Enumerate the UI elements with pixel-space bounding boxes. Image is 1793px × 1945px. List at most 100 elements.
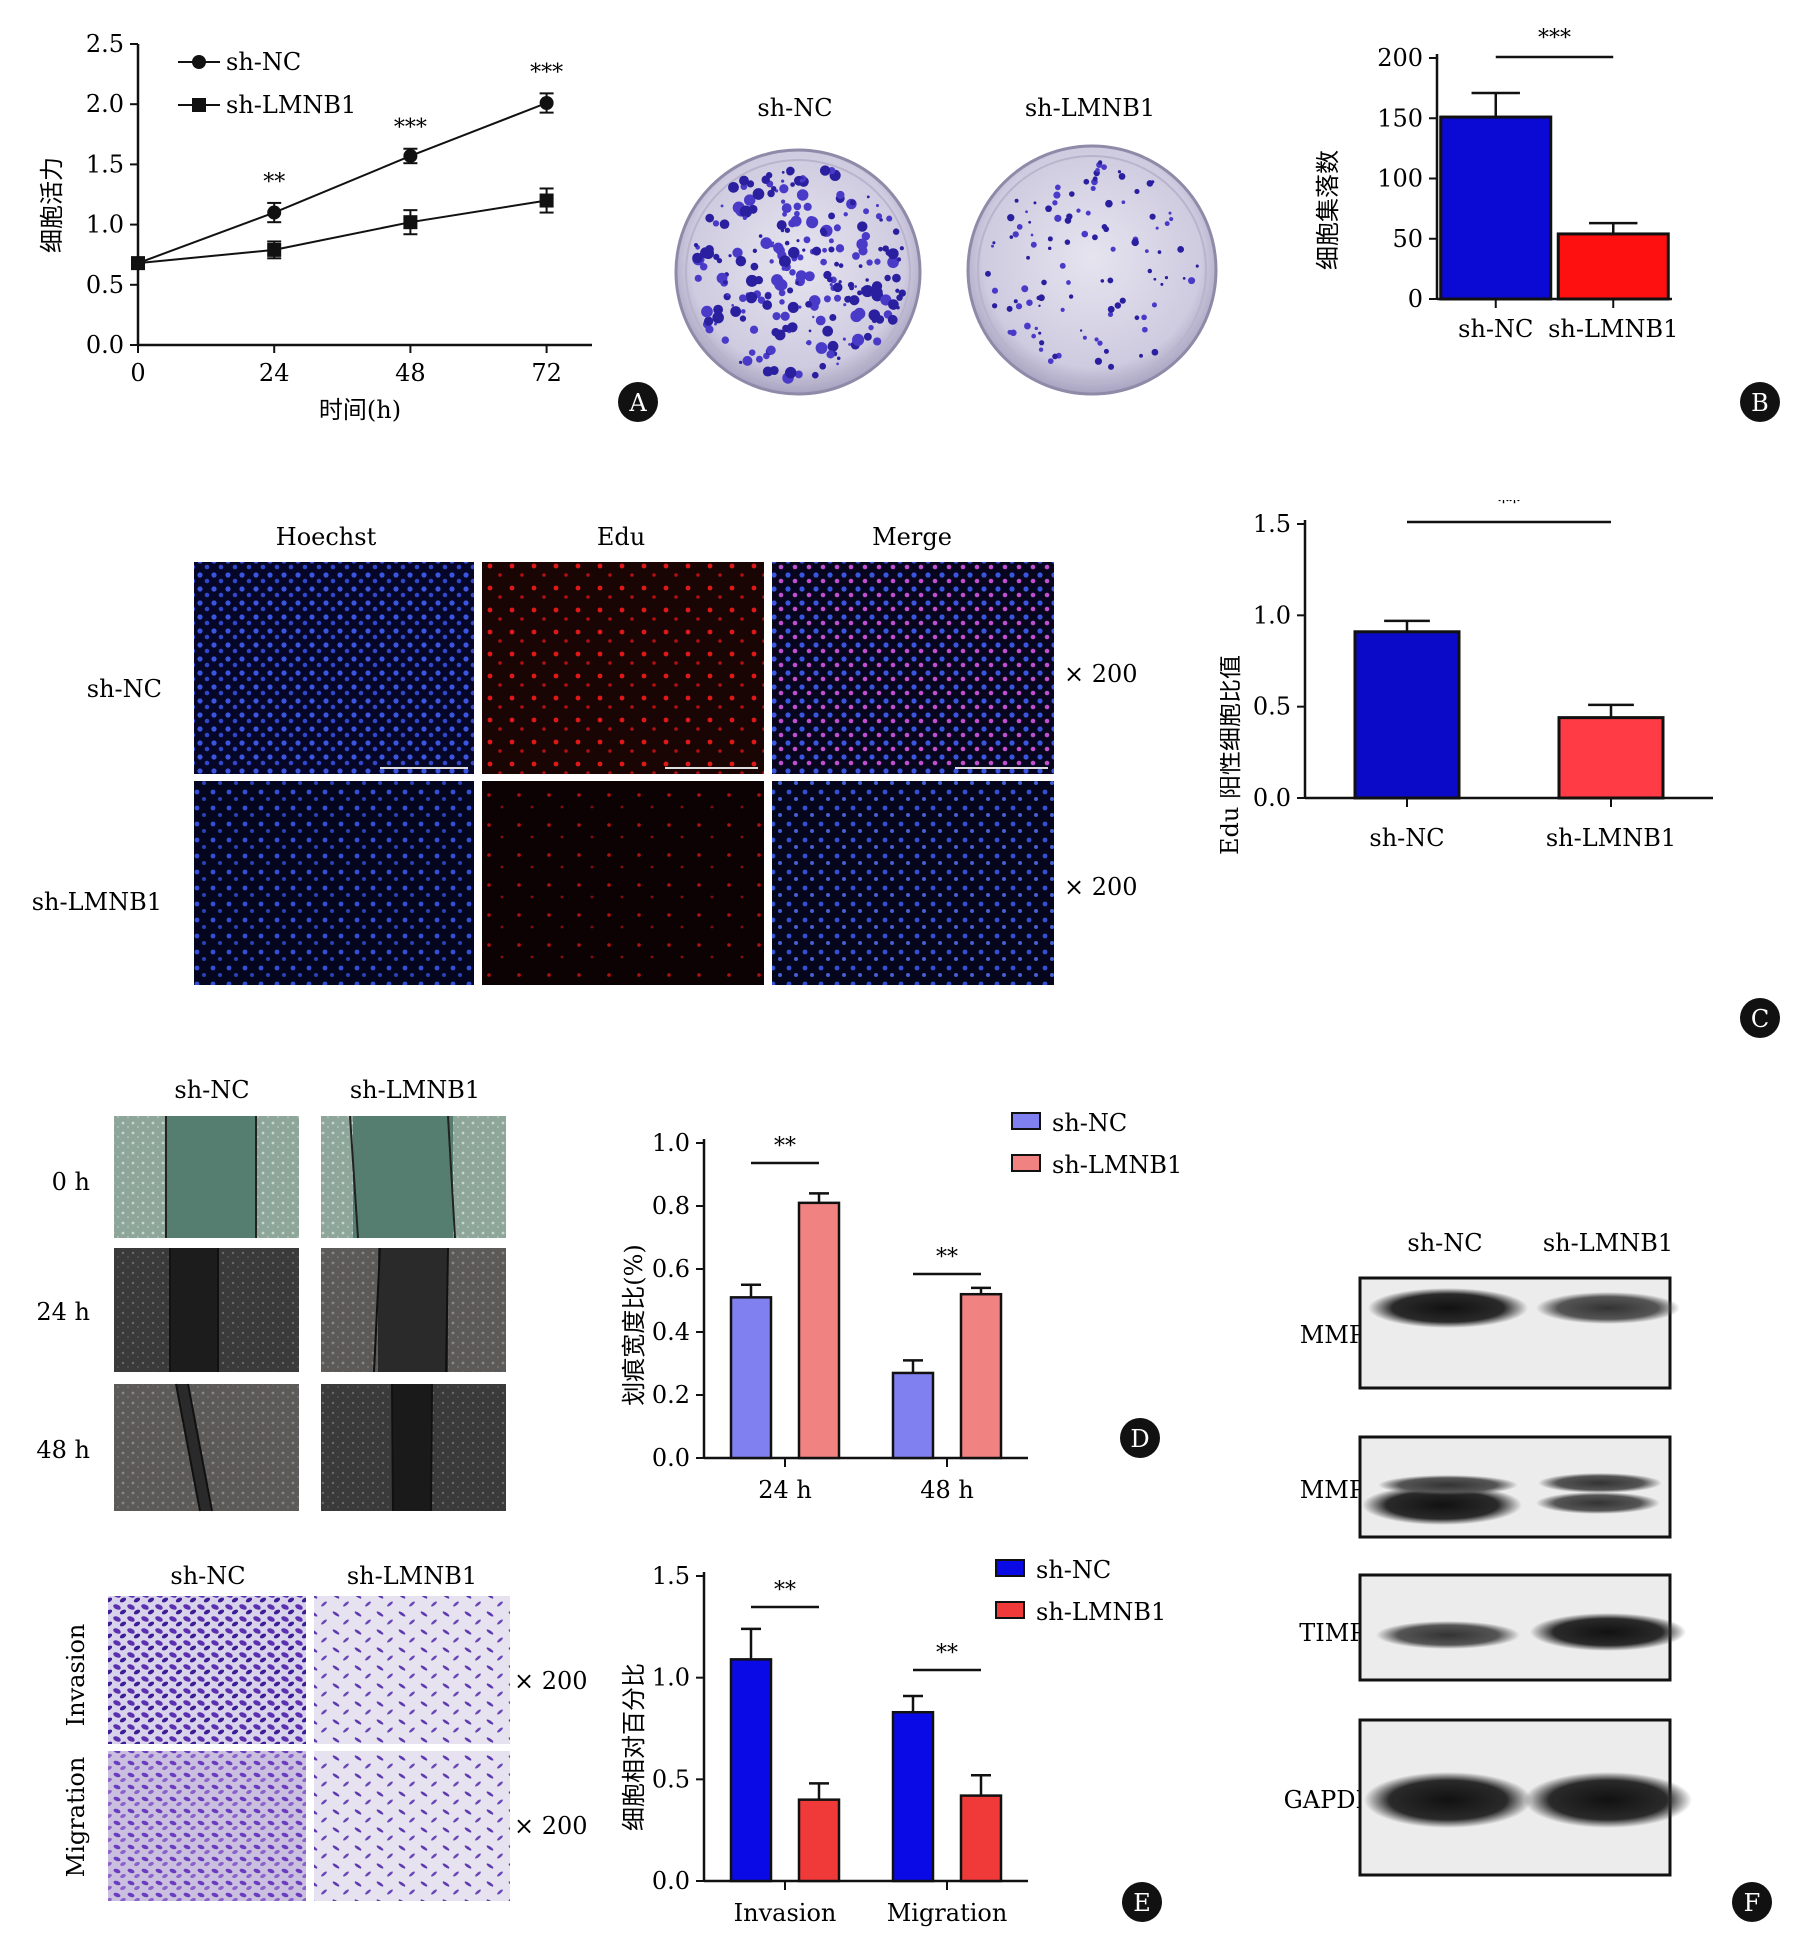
colony-dot <box>863 208 870 215</box>
panel-a-ticks: 0.0 0.5 1.0 1.5 2.0 2.5 0 24 48 72 <box>86 30 562 387</box>
colony-dot <box>1085 210 1091 216</box>
colony-dot <box>1006 305 1013 312</box>
panel-c-ytick-label: 0.0 <box>1253 784 1291 812</box>
colony-dot <box>1101 164 1107 170</box>
panel-d-significance: ** <box>774 1134 796 1159</box>
colony-dot <box>1094 357 1103 365</box>
colony-dot <box>1047 236 1053 242</box>
colony-dot <box>1110 246 1116 252</box>
transwell-col-sh-nc: sh-NC <box>170 1562 245 1590</box>
colony-dot <box>728 181 739 193</box>
edu-image-sh-lmnb1-edu <box>482 781 764 985</box>
colony-dot <box>748 349 756 356</box>
wound-image-sh-nc-0h <box>114 1116 299 1238</box>
panel-e-significance: ** <box>936 1641 958 1666</box>
colony-dot <box>742 215 747 220</box>
panel-e-xtick-label: Invasion <box>734 1899 837 1927</box>
colony-dot <box>822 247 828 253</box>
panel-d-legend-swatch <box>1011 1112 1041 1130</box>
colony-dot <box>754 275 764 285</box>
colony-dot <box>805 300 812 308</box>
colony-dot <box>803 202 812 211</box>
panel-a-point <box>131 256 145 271</box>
colony-dot <box>775 245 785 256</box>
colony-dot <box>838 280 842 284</box>
colony-dot <box>730 306 742 317</box>
colony-dot <box>1041 279 1047 286</box>
colony-dot <box>834 294 842 302</box>
panel-b-xtick-label: sh-LMNB1 <box>1548 315 1678 343</box>
colony-dot <box>735 255 747 267</box>
panel-b-significance: *** <box>1538 26 1571 51</box>
colony-dot <box>1164 221 1170 227</box>
panel-c-significance: ** <box>1498 500 1520 516</box>
panel-d-significance: ** <box>936 1245 958 1270</box>
colony-dot <box>815 315 826 326</box>
colony-dot <box>723 280 728 285</box>
colony-dot <box>1034 326 1038 331</box>
panel-b-ytick-label: 50 <box>1392 225 1423 253</box>
colony-dot <box>790 182 795 187</box>
colony-dot <box>760 237 773 249</box>
colony-dot <box>784 227 791 233</box>
colony-dot <box>856 238 868 250</box>
colony-dot <box>1134 315 1140 321</box>
panel-c-plot: 0.0 0.5 1.0 1.5 sh-NC sh-LMNB1 ** <box>1253 500 1713 852</box>
colony-dot <box>779 299 785 305</box>
colony-dot <box>728 254 732 258</box>
panel-f-letter: F <box>1744 1889 1761 1917</box>
colony-dot <box>749 325 759 334</box>
wound-row-48h: 48 h <box>36 1436 90 1464</box>
panel-e-bar <box>891 1710 935 1883</box>
colony-dot <box>1168 211 1172 215</box>
colony-dot <box>795 281 799 285</box>
colony-dot <box>1182 277 1186 280</box>
transwell-image-sh-nc-invasion <box>108 1596 306 1744</box>
colony-dot <box>705 213 715 223</box>
panel-a-letter: A <box>628 389 647 417</box>
colony-dot <box>1068 294 1074 299</box>
panel-b-letter-badge: B <box>1740 382 1780 422</box>
colony-dot <box>781 171 785 174</box>
panel-a-point <box>403 148 418 163</box>
colony-dot <box>1139 353 1143 358</box>
colony-dot <box>758 234 763 238</box>
panel-c-ytick-label: 0.5 <box>1253 693 1291 721</box>
colony-dot <box>834 261 839 267</box>
colony-dot <box>858 264 863 269</box>
panel-b-bar-chart: 0 50 100 150 200 sh-NC sh-LMNB1 *** 细胞集落数 B <box>1314 26 1780 422</box>
colony-dot <box>808 329 812 333</box>
colony-dot <box>771 327 780 337</box>
panel-a-significance: ** <box>263 170 285 195</box>
panel-a-ytick-label: 0.0 <box>86 331 124 359</box>
panel-b-ytick-label: 0 <box>1408 285 1423 313</box>
colony-dot <box>1095 167 1100 173</box>
panel-a-point <box>539 95 554 110</box>
blot-col-sh-lmnb1: sh-LMNB1 <box>1543 1229 1673 1257</box>
panel-e-plot: 0.0 0.5 1.0 1.5 Invasion ** Migration ** sh-NC sh… <box>652 1556 1166 1927</box>
colony-dot <box>1142 326 1148 333</box>
colony-dot <box>1052 200 1058 206</box>
colony-dot <box>766 345 776 355</box>
panel-a-ytick-label: 1.5 <box>86 150 124 178</box>
colony-dot <box>699 263 708 271</box>
colony-dot <box>843 212 848 217</box>
colony-dot <box>1083 178 1090 185</box>
wound-image-sh-lmnb1-0h <box>321 1115 506 1239</box>
colony-label-sh-nc: sh-NC <box>757 94 832 122</box>
colony-dot <box>794 210 800 217</box>
colony-dot <box>873 337 882 346</box>
panel-d-ytick-label: 0.0 <box>652 1444 690 1472</box>
colony-dot <box>1103 348 1109 354</box>
panel-b-plot: 0 50 100 150 200 sh-NC sh-LMNB1 *** <box>1377 26 1678 343</box>
panel-f-letter-badge: F <box>1732 1882 1772 1922</box>
panel-d-ylabel: 划痕宽度比(%) <box>620 1244 648 1406</box>
edu-image-sh-nc-edu <box>482 562 764 774</box>
colony-dot <box>745 291 758 304</box>
colony-dot <box>1024 322 1031 330</box>
panel-e-letter: E <box>1133 1889 1151 1917</box>
colony-dot <box>1100 279 1105 283</box>
colony-dot <box>896 305 900 310</box>
colony-dot <box>1064 239 1071 245</box>
colony-dot <box>741 309 746 314</box>
